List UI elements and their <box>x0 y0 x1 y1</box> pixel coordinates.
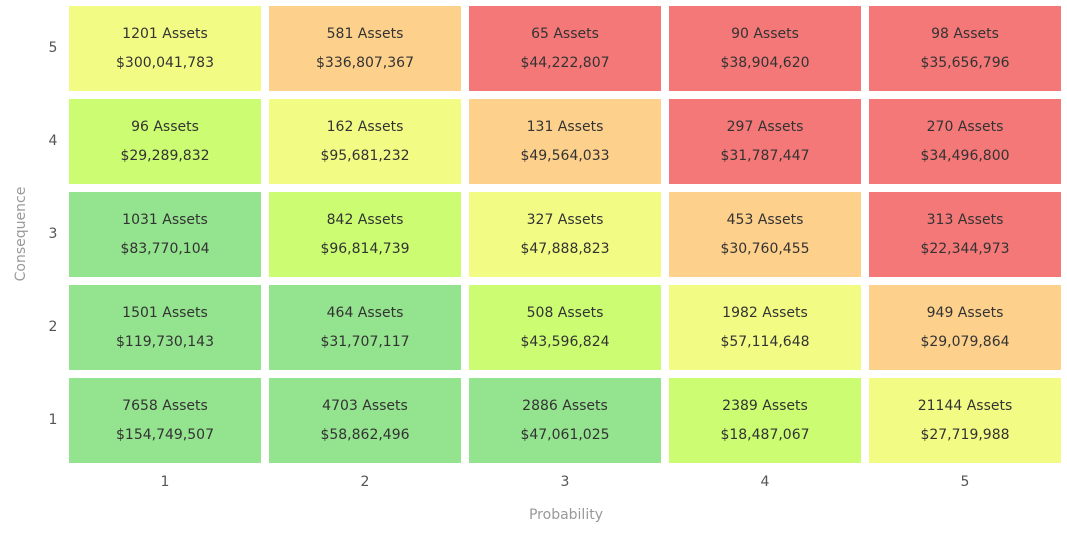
matrix-cell[interactable]: 1201 Assets $300,041,783 <box>69 6 261 91</box>
y-axis-label: Consequence <box>13 186 29 282</box>
matrix-cell[interactable]: 162 Assets $95,681,232 <box>269 99 461 184</box>
cell-asset-count: 270 Assets <box>926 119 1004 135</box>
cell-asset-count: 464 Assets <box>326 305 404 321</box>
x-tick-label: 1 <box>160 474 170 490</box>
cell-asset-value: $336,807,367 <box>316 55 414 71</box>
cell-asset-value: $31,787,447 <box>720 148 810 164</box>
cell-asset-count: 96 Assets <box>131 119 199 135</box>
matrix-cell[interactable]: 2389 Assets $18,487,067 <box>669 378 861 463</box>
cell-asset-value: $22,344,973 <box>920 241 1010 257</box>
cell-asset-count: 90 Assets <box>731 26 799 42</box>
matrix-cell[interactable]: 1982 Assets $57,114,648 <box>669 285 861 370</box>
cell-asset-count: 162 Assets <box>326 119 404 135</box>
cell-asset-value: $27,719,988 <box>920 427 1010 443</box>
cell-asset-value: $300,041,783 <box>116 55 214 71</box>
cell-asset-count: 2886 Assets <box>522 398 608 414</box>
cell-asset-count: 1201 Assets <box>122 26 208 42</box>
cell-asset-count: 21144 Assets <box>917 398 1013 414</box>
cell-asset-value: $30,760,455 <box>720 241 810 257</box>
x-tick-label: 5 <box>960 474 970 490</box>
cell-asset-count: 65 Assets <box>531 26 599 42</box>
matrix-cell[interactable]: 1501 Assets $119,730,143 <box>69 285 261 370</box>
cell-asset-count: 581 Assets <box>326 26 404 42</box>
cell-asset-value: $96,814,739 <box>320 241 410 257</box>
matrix-cell[interactable]: 327 Assets $47,888,823 <box>469 192 661 277</box>
matrix-cell[interactable]: 453 Assets $30,760,455 <box>669 192 861 277</box>
cell-asset-count: 7658 Assets <box>122 398 208 414</box>
cell-asset-value: $44,222,807 <box>520 55 610 71</box>
cell-asset-value: $47,888,823 <box>520 241 610 257</box>
cell-asset-value: $31,707,117 <box>320 334 410 350</box>
cell-asset-value: $119,730,143 <box>116 334 214 350</box>
cell-asset-count: 453 Assets <box>726 212 804 228</box>
cell-asset-value: $34,496,800 <box>920 148 1010 164</box>
matrix-cell[interactable]: 1031 Assets $83,770,104 <box>69 192 261 277</box>
cell-asset-value: $29,079,864 <box>920 334 1010 350</box>
matrix-cell[interactable]: 2886 Assets $47,061,025 <box>469 378 661 463</box>
cell-asset-count: 1982 Assets <box>722 305 808 321</box>
y-tick-label: 5 <box>48 39 58 56</box>
cell-asset-value: $83,770,104 <box>120 241 210 257</box>
matrix-cell[interactable]: 464 Assets $31,707,117 <box>269 285 461 370</box>
cell-asset-value: $38,904,620 <box>720 55 810 71</box>
matrix-cell[interactable]: 7658 Assets $154,749,507 <box>69 378 261 463</box>
cell-asset-value: $18,487,067 <box>720 427 810 443</box>
cell-asset-value: $95,681,232 <box>320 148 410 164</box>
matrix-cell[interactable]: 313 Assets $22,344,973 <box>869 192 1061 277</box>
cell-asset-count: 313 Assets <box>926 212 1004 228</box>
x-tick-label: 2 <box>360 474 370 490</box>
y-tick-label: 4 <box>48 132 58 149</box>
cell-asset-value: $29,289,832 <box>120 148 210 164</box>
cell-asset-value: $58,862,496 <box>320 427 410 443</box>
matrix-cell[interactable]: 842 Assets $96,814,739 <box>269 192 461 277</box>
cell-asset-value: $43,596,824 <box>520 334 610 350</box>
cell-asset-count: 1031 Assets <box>122 212 208 228</box>
cell-asset-count: 4703 Assets <box>322 398 408 414</box>
cell-asset-count: 949 Assets <box>926 305 1004 321</box>
cell-asset-value: $57,114,648 <box>720 334 810 350</box>
matrix-cell[interactable]: 21144 Assets $27,719,988 <box>869 378 1061 463</box>
cell-asset-count: 2389 Assets <box>722 398 808 414</box>
matrix-cell[interactable]: 4703 Assets $58,862,496 <box>269 378 461 463</box>
cell-asset-count: 327 Assets <box>526 212 604 228</box>
y-tick-label: 3 <box>48 225 58 242</box>
matrix-cell[interactable]: 65 Assets $44,222,807 <box>469 6 661 91</box>
matrix-cell[interactable]: 98 Assets $35,656,796 <box>869 6 1061 91</box>
cell-asset-count: 297 Assets <box>726 119 804 135</box>
matrix-cell[interactable]: 96 Assets $29,289,832 <box>69 99 261 184</box>
matrix-cell[interactable]: 270 Assets $34,496,800 <box>869 99 1061 184</box>
cell-asset-count: 1501 Assets <box>122 305 208 321</box>
cell-asset-value: $35,656,796 <box>920 55 1010 71</box>
matrix-cell[interactable]: 581 Assets $336,807,367 <box>269 6 461 91</box>
cell-asset-count: 131 Assets <box>526 119 604 135</box>
matrix-cell[interactable]: 949 Assets $29,079,864 <box>869 285 1061 370</box>
matrix-cell[interactable]: 297 Assets $31,787,447 <box>669 99 861 184</box>
cell-asset-count: 842 Assets <box>326 212 404 228</box>
matrix-cell[interactable]: 90 Assets $38,904,620 <box>669 6 861 91</box>
x-tick-label: 4 <box>760 474 770 490</box>
cell-asset-count: 508 Assets <box>526 305 604 321</box>
matrix-cell[interactable]: 131 Assets $49,564,033 <box>469 99 661 184</box>
y-tick-label: 2 <box>48 318 58 335</box>
x-tick-label: 3 <box>560 474 570 490</box>
cell-asset-value: $154,749,507 <box>116 427 214 443</box>
cell-asset-value: $49,564,033 <box>520 148 610 164</box>
x-axis-label: Probability <box>528 507 603 523</box>
cell-asset-value: $47,061,025 <box>520 427 610 443</box>
matrix-cell[interactable]: 508 Assets $43,596,824 <box>469 285 661 370</box>
cell-asset-count: 98 Assets <box>931 26 999 42</box>
y-tick-label: 1 <box>48 411 58 428</box>
